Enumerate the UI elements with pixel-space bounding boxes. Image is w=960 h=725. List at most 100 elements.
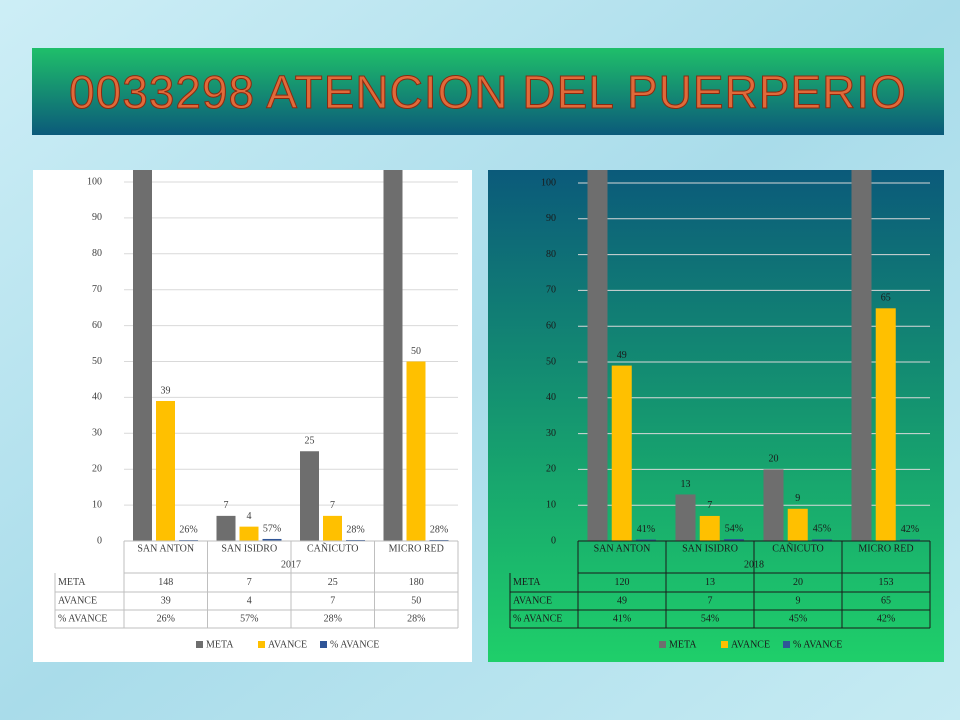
chart-panel bbox=[33, 170, 472, 662]
title-banner bbox=[32, 48, 944, 135]
data-label: 7 bbox=[707, 500, 712, 511]
legend-label: AVANCE bbox=[268, 639, 307, 650]
data-label: 45% bbox=[813, 524, 831, 535]
table-cell: 120 bbox=[615, 577, 630, 588]
bar bbox=[156, 400, 175, 541]
table-row-header: AVANCE bbox=[513, 595, 552, 606]
bar bbox=[635, 539, 656, 541]
table-cell: 28% bbox=[407, 613, 425, 624]
legend-swatch bbox=[721, 641, 728, 648]
x-tick-label: MICRO RED bbox=[389, 543, 444, 554]
table-cell: 49 bbox=[617, 595, 627, 606]
table-cell: 13 bbox=[705, 577, 715, 588]
legend-swatch bbox=[258, 641, 265, 648]
legend-label: META bbox=[206, 639, 234, 650]
table-cell: 20 bbox=[793, 577, 803, 588]
table-cell: 41% bbox=[613, 613, 631, 624]
x-tick-label: SAN ISIDRO bbox=[682, 543, 738, 554]
data-label: 7 bbox=[224, 500, 229, 511]
table-cell: 7 bbox=[330, 595, 335, 606]
y-tick-label: 70 bbox=[546, 285, 556, 296]
data-label: 26% bbox=[179, 524, 197, 535]
data-label: 13 bbox=[680, 479, 690, 490]
y-tick-label: 40 bbox=[92, 392, 102, 403]
x-tick-label: MICRO RED bbox=[858, 543, 913, 554]
bar bbox=[216, 515, 236, 541]
y-tick-label: 100 bbox=[87, 176, 102, 187]
bar bbox=[675, 494, 696, 541]
legend-label: % AVANCE bbox=[793, 639, 842, 650]
table-cell: 148 bbox=[158, 577, 173, 588]
table-cell: 153 bbox=[879, 577, 894, 588]
x-tick-label: SAN ANTON bbox=[137, 543, 194, 554]
bar bbox=[383, 170, 403, 541]
table-cell: 28% bbox=[324, 613, 342, 624]
legend-swatch bbox=[659, 641, 666, 648]
y-tick-label: 30 bbox=[92, 428, 102, 439]
y-tick-label: 20 bbox=[92, 463, 102, 474]
data-label: 49 bbox=[617, 350, 627, 361]
table-row-header: AVANCE bbox=[58, 595, 97, 606]
bar bbox=[262, 538, 282, 541]
y-tick-label: 60 bbox=[546, 320, 556, 331]
legend-label: META bbox=[669, 639, 697, 650]
table-cell: 180 bbox=[409, 577, 424, 588]
bar bbox=[323, 515, 342, 541]
plot-area: 14872518039475026%57%28%28% bbox=[133, 170, 449, 541]
y-tick-label: 10 bbox=[92, 499, 102, 510]
x-tick-label: SAN ISIDRO bbox=[221, 543, 277, 554]
y-tick-label: 90 bbox=[92, 212, 102, 223]
bar bbox=[611, 365, 632, 541]
y-tick-label: 0 bbox=[97, 535, 102, 546]
legend-label: AVANCE bbox=[731, 639, 770, 650]
table-row-header: % AVANCE bbox=[58, 613, 107, 624]
table-row-header: META bbox=[513, 577, 541, 588]
bar bbox=[587, 170, 608, 541]
bar bbox=[899, 539, 920, 541]
y-tick-label: 50 bbox=[546, 356, 556, 367]
table-cell: 7 bbox=[708, 595, 713, 606]
bar bbox=[133, 170, 152, 541]
bar bbox=[763, 469, 784, 541]
y-tick-label: 20 bbox=[546, 464, 556, 475]
table-cell: 45% bbox=[789, 613, 807, 624]
data-label: 28% bbox=[346, 524, 364, 535]
data-label: 25 bbox=[305, 436, 315, 447]
data-label: 54% bbox=[725, 523, 743, 534]
table-cell: 54% bbox=[701, 613, 719, 624]
table-cell: 7 bbox=[247, 577, 252, 588]
data-label: 7 bbox=[330, 500, 335, 511]
data-label: 4 bbox=[247, 511, 252, 522]
y-tick-label: 50 bbox=[92, 356, 102, 367]
bar bbox=[699, 515, 720, 541]
bar bbox=[723, 539, 744, 541]
y-tick-label: 90 bbox=[546, 213, 556, 224]
bar bbox=[346, 539, 365, 541]
plot-area: 120132015349796541%54%45%42% bbox=[587, 170, 920, 541]
bar bbox=[300, 451, 319, 541]
data-label: 39 bbox=[161, 385, 171, 396]
y-tick-label: 10 bbox=[546, 499, 556, 510]
table-cell: 39 bbox=[161, 595, 171, 606]
table-row-header: % AVANCE bbox=[513, 613, 562, 624]
data-label: 50 bbox=[411, 346, 421, 357]
data-label: 41% bbox=[637, 524, 655, 535]
data-label: 28% bbox=[430, 524, 448, 535]
table-cell: 57% bbox=[240, 613, 258, 624]
legend-swatch bbox=[320, 641, 327, 648]
data-label: 20 bbox=[768, 454, 778, 465]
bar bbox=[875, 308, 896, 541]
y-tick-label: 70 bbox=[92, 284, 102, 295]
x-tick-label: SAN ANTON bbox=[594, 543, 651, 554]
data-label: 65 bbox=[881, 293, 891, 304]
table-cell: 42% bbox=[877, 613, 895, 624]
table-cell: 26% bbox=[157, 613, 175, 624]
y-tick-label: 40 bbox=[546, 392, 556, 403]
data-label: 57% bbox=[263, 523, 281, 534]
legend-swatch bbox=[783, 641, 790, 648]
table-cell: 4 bbox=[247, 595, 252, 606]
legend-swatch bbox=[196, 641, 203, 648]
bar bbox=[239, 526, 259, 541]
